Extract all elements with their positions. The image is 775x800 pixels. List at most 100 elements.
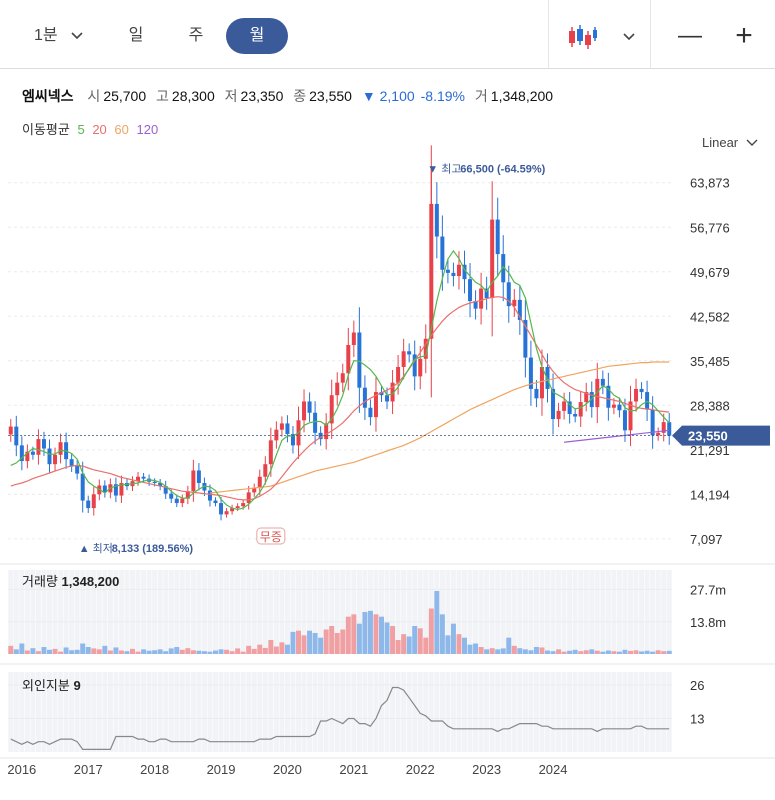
- candle-body: [622, 410, 627, 431]
- scale-mode-button[interactable]: Linear: [702, 135, 758, 150]
- foreign-bar-bg: [467, 672, 473, 752]
- volume-bar: [196, 650, 202, 654]
- foreign-bar-bg: [47, 672, 52, 752]
- candle-body: [418, 358, 423, 377]
- candle-body: [290, 434, 295, 446]
- candle-body: [36, 439, 41, 455]
- candle-body: [152, 481, 157, 484]
- low-marker-value: 8,133 (189.56%): [112, 543, 194, 555]
- price-tick-label: 14,194: [690, 487, 730, 502]
- volume-bar-bg: [462, 570, 467, 654]
- volume-bar: [69, 650, 75, 654]
- volume-bar-bg: [390, 570, 396, 654]
- foreign-bar-bg: [157, 672, 163, 752]
- foreign-bar-bg: [644, 672, 650, 752]
- volume-bar-bg: [439, 570, 445, 654]
- candle-body: [611, 404, 616, 408]
- volume-bar-bg: [500, 570, 506, 654]
- zoom-out-icon: —: [678, 22, 702, 49]
- tab-monthly[interactable]: 월: [226, 18, 288, 54]
- candle-body: [86, 500, 91, 509]
- tab-monthly-label: 월: [249, 27, 265, 44]
- volume-bar-bg: [312, 570, 318, 654]
- candle-body: [158, 483, 163, 487]
- zoom-in-button[interactable]: +: [724, 18, 764, 54]
- open-value: 25,700: [103, 88, 147, 104]
- volume-bar: [35, 651, 41, 654]
- volume-bar: [218, 649, 224, 654]
- tab-daily[interactable]: 일: [112, 18, 160, 54]
- foreign-bar-bg: [605, 672, 611, 752]
- volume-bar-bg: [268, 570, 274, 654]
- candle-body: [357, 332, 362, 388]
- foreign-bar-bg: [246, 672, 252, 752]
- volume-bar-bg: [655, 570, 661, 654]
- volume-bar-bg: [24, 570, 30, 654]
- volume-bar: [141, 649, 147, 654]
- candle-body: [196, 470, 201, 484]
- volume-bar-bg: [578, 570, 584, 654]
- chevron-down-icon: [623, 33, 635, 40]
- volume-bar: [428, 608, 434, 654]
- volume-bar-bg: [207, 570, 213, 654]
- volume-bar-bg: [561, 570, 567, 654]
- volume-bar-bg: [190, 570, 196, 654]
- volume-bar: [63, 647, 69, 654]
- volume-bar: [462, 637, 467, 654]
- candle-body: [102, 485, 107, 493]
- high-marker-value: 66,500 (-64.59%): [460, 163, 545, 175]
- volume-bar: [323, 629, 329, 654]
- volume-bar: [362, 612, 368, 654]
- volume-bar-bg: [174, 570, 180, 654]
- foreign-bar-bg: [434, 672, 440, 752]
- foreign-bar-bg: [401, 672, 407, 752]
- price-tick-label: 42,582: [690, 309, 730, 324]
- volume-bar-bg: [296, 570, 301, 654]
- volume-bar-bg: [35, 570, 41, 654]
- current-price-label: 23,550: [688, 429, 728, 444]
- candle-body: [30, 451, 35, 455]
- foreign-bar-bg: [616, 672, 622, 752]
- volume-bar: [19, 643, 25, 654]
- foreign-bar-bg: [384, 672, 390, 752]
- volume-bar: [279, 642, 285, 654]
- tab-weekly[interactable]: 주: [172, 18, 220, 54]
- volume-bar-bg: [340, 570, 346, 654]
- candle-body: [501, 254, 506, 283]
- volume-bar: [30, 648, 36, 654]
- volume-bar: [41, 647, 47, 654]
- foreign-bar-bg: [296, 672, 301, 752]
- volume-bar-bg: [616, 570, 622, 654]
- volume-bar-bg: [185, 570, 191, 654]
- volume-bar-bg: [539, 570, 545, 654]
- zoom-out-button[interactable]: —: [670, 18, 710, 54]
- volume-bar: [578, 651, 584, 654]
- candle-body: [47, 448, 52, 465]
- foreign-bar-bg: [19, 672, 25, 752]
- candle-body: [396, 366, 401, 383]
- volume-bar-bg: [179, 570, 185, 654]
- tab-minute[interactable]: 1분: [22, 18, 96, 54]
- volume-bar-bg: [329, 570, 335, 654]
- x-tick-label: 2022: [406, 762, 435, 777]
- candle-body: [440, 236, 445, 270]
- foreign-bar-bg: [666, 672, 672, 752]
- volume-bar: [423, 637, 429, 654]
- scale-mode-label: Linear: [702, 135, 739, 150]
- foreign-bar-bg: [417, 672, 423, 752]
- foreign-bar-bg: [428, 672, 434, 752]
- foreign-bar-bg: [423, 672, 429, 752]
- foreign-bar-bg: [213, 672, 218, 752]
- event-marker-box: [256, 527, 286, 545]
- moving-average-legend[interactable]: 이동평균 5 20 60 120: [22, 119, 162, 138]
- chart-type-button[interactable]: [556, 18, 646, 54]
- volume-bar-bg: [379, 570, 384, 654]
- volume-bar: [318, 637, 324, 654]
- candle-body: [113, 484, 118, 496]
- foreign-bar-bg: [522, 672, 528, 752]
- volume-bar: [450, 623, 456, 654]
- candle-body: [119, 483, 124, 496]
- volume-bar: [367, 610, 373, 654]
- foreign-panel-title: 외인지분: [22, 678, 70, 693]
